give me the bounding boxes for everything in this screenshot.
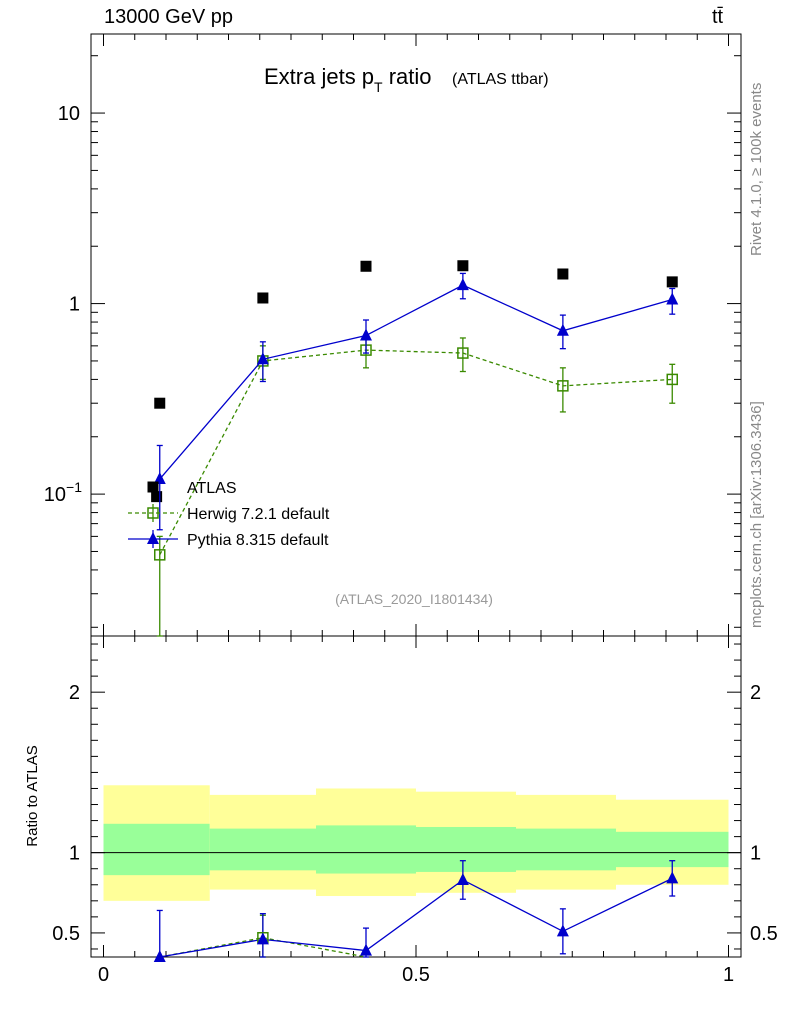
ratio-pythia-point <box>666 871 679 884</box>
series-2-point <box>256 352 269 365</box>
ratio-band-green-0 <box>103 823 210 876</box>
ratio-pythia-point <box>256 932 269 945</box>
ratio-y-tick-label-right: 0.5 <box>750 923 778 945</box>
ratio-band-green-4 <box>516 828 616 871</box>
legend: ATLAS Herwig 7.2.1 default Pythia 8.315 de… <box>128 480 330 549</box>
ratio-pythia-point <box>556 924 569 937</box>
legend-label-0: ATLAS <box>187 480 237 497</box>
series-0-point <box>557 268 569 280</box>
legend-label-1: Herwig 7.2.1 default <box>187 506 330 523</box>
ratio-y-tick-label: 0.5 <box>52 923 80 945</box>
series-1-point <box>557 380 569 392</box>
ratio-pythia-point <box>456 872 469 885</box>
chart-title-small: (ATLAS ttbar) <box>452 71 549 88</box>
series-1-point <box>457 347 469 359</box>
ratio-y-tick-label: 1 <box>69 843 80 865</box>
main-y-tick-label: 10 <box>58 103 80 125</box>
ratio-y-tick-label-right: 2 <box>750 682 761 704</box>
chart-title: Extra jets pT ratio <box>264 64 432 95</box>
rivet-version-label: Rivet 4.1.0, ≥ 100k events <box>748 83 765 256</box>
series-line-1 <box>159 349 673 556</box>
ratio-pythia-point <box>153 950 166 962</box>
legend-marker-1 <box>147 507 159 519</box>
analysis-label: (ATLAS_2020_I1801434) <box>335 591 493 607</box>
mcplots-label: mcplots.cern.ch [arXiv:1306.3436] <box>748 401 765 628</box>
ratio-y-axis-label: Ratio to ATLAS <box>24 745 41 846</box>
header-process-label: tt̄ <box>712 6 724 28</box>
ratio-band-green-2 <box>316 825 416 874</box>
series-2-point <box>666 292 679 305</box>
ratio-pythia-point <box>360 943 372 956</box>
header-energy-label: 13000 GeV pp <box>104 6 233 28</box>
ratio-band-green-1 <box>209 828 316 871</box>
ratio-pythia-line <box>159 877 673 958</box>
ratio-series-layer <box>153 860 679 962</box>
series-0-point <box>154 397 166 409</box>
series-1-point <box>154 549 166 561</box>
series-line-2 <box>159 284 673 480</box>
series-1-point <box>666 373 678 386</box>
ratio-y-tick-label: 2 <box>69 682 80 704</box>
series-0-point <box>666 276 678 288</box>
x-tick-label: 0 <box>98 964 109 986</box>
series-0-point <box>360 260 372 272</box>
main-y-tick-label: 1 <box>69 294 80 316</box>
x-tick-label: 1 <box>723 964 734 986</box>
legend-marker-2 <box>147 532 159 544</box>
ratio-uncertainty-bands <box>91 785 741 901</box>
ratio-band-green-3 <box>416 826 516 872</box>
series-2-point <box>360 328 372 341</box>
series-0-point <box>257 292 269 304</box>
series-2-point <box>456 278 469 291</box>
series-2-point <box>556 323 569 336</box>
legend-marker-0 <box>147 481 159 493</box>
series-0-point <box>457 260 469 272</box>
legend-label-2: Pythia 8.315 default <box>187 532 329 549</box>
series-2-point <box>153 472 166 485</box>
ratio-y-tick-label-right: 1 <box>750 843 761 865</box>
x-tick-label: 0.5 <box>402 964 430 986</box>
main-y-tick-label: 10−1 <box>44 479 82 506</box>
series-0-point <box>151 491 163 503</box>
main-series-layer <box>151 260 679 637</box>
axis-ticks: 0 0.5 1 10−1 1 10 0.5 0.5 1 1 2 2 <box>44 34 778 986</box>
